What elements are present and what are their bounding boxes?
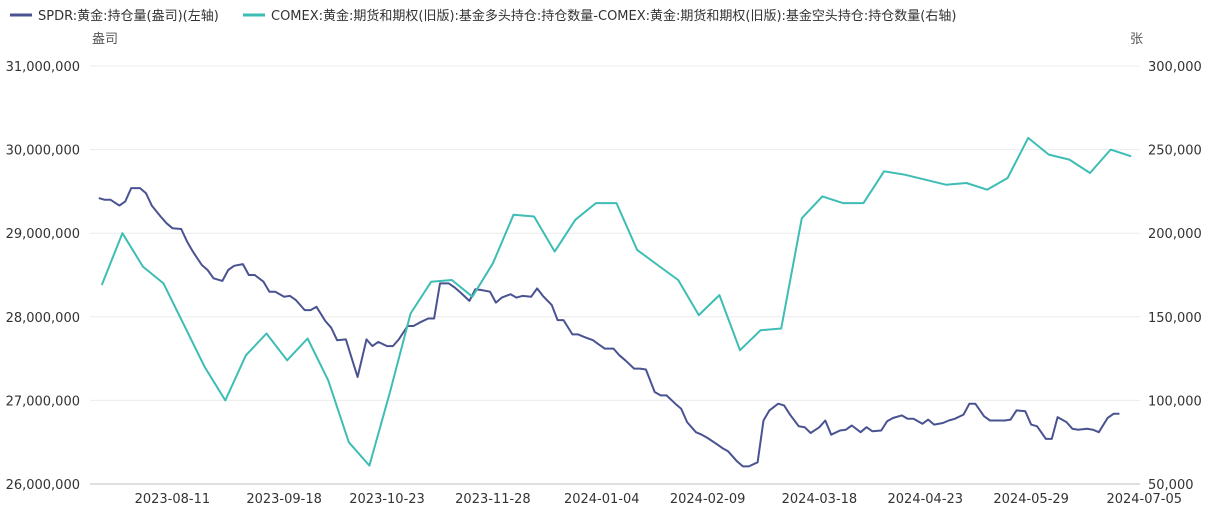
x-tick-label: 2024-05-29 [993, 492, 1069, 507]
right-tick-label: 50,000 [1148, 478, 1194, 493]
left-tick-label: 26,000,000 [6, 478, 80, 493]
left-tick-label: 28,000,000 [6, 311, 80, 326]
left-tick-label: 29,000,000 [6, 227, 80, 242]
x-tick-label: 2023-09-18 [246, 492, 322, 507]
right-axis-unit: 张 [1130, 32, 1143, 47]
x-tick-label: 2023-11-28 [455, 492, 531, 507]
right-tick-label: 200,000 [1148, 227, 1202, 242]
x-tick-label: 2023-08-11 [135, 492, 211, 507]
legend: SPDR:黄金:持仓量(盎司)(左轴) COMEX:黄金:期货和期权(旧版):基… [10, 8, 956, 24]
x-tick-label: 2024-03-18 [782, 492, 858, 507]
x-tick-label: 2023-10-23 [349, 492, 425, 507]
series-layer [98, 136, 1132, 468]
legend-item-spdr[interactable]: SPDR:黄金:持仓量(盎司)(左轴) [10, 8, 219, 24]
right-axis-ticks: 50,000 100,000 150,000 200,000 250,000 300,00… [1148, 60, 1202, 493]
left-axis-unit: 盎司 [92, 32, 118, 47]
left-tick-label: 31,000,000 [6, 60, 80, 75]
legend-label-comex: COMEX:黄金:期货和期权(旧版):基金多头持仓:持仓数量-COMEX:黄金:… [271, 8, 956, 24]
gridlines [90, 65, 1140, 401]
legend-label-spdr: SPDR:黄金:持仓量(盎司)(左轴) [38, 8, 219, 24]
left-axis-ticks: 26,000,000 27,000,000 28,000,000 29,000,000… [6, 60, 80, 493]
series-line-comex[interactable] [100, 136, 1132, 467]
right-tick-label: 100,000 [1148, 394, 1202, 409]
series-line-spdr[interactable] [98, 187, 1120, 468]
x-tick-label: 2024-02-09 [670, 492, 746, 507]
right-tick-label: 250,000 [1148, 144, 1202, 159]
right-tick-label: 300,000 [1148, 60, 1202, 75]
x-tick-label: 2024-07-05 [1106, 492, 1182, 507]
x-axis-ticks: 2023-08-11 2023-09-18 2023-10-23 2023-11-28… [135, 492, 1182, 507]
right-tick-label: 150,000 [1148, 311, 1202, 326]
x-tick-label: 2024-04-23 [888, 492, 964, 507]
x-tick-label: 2024-01-04 [564, 492, 640, 507]
legend-item-comex[interactable]: COMEX:黄金:期货和期权(旧版):基金多头持仓:持仓数量-COMEX:黄金:… [243, 8, 956, 24]
left-tick-label: 27,000,000 [6, 394, 80, 409]
left-tick-label: 30,000,000 [6, 144, 80, 159]
